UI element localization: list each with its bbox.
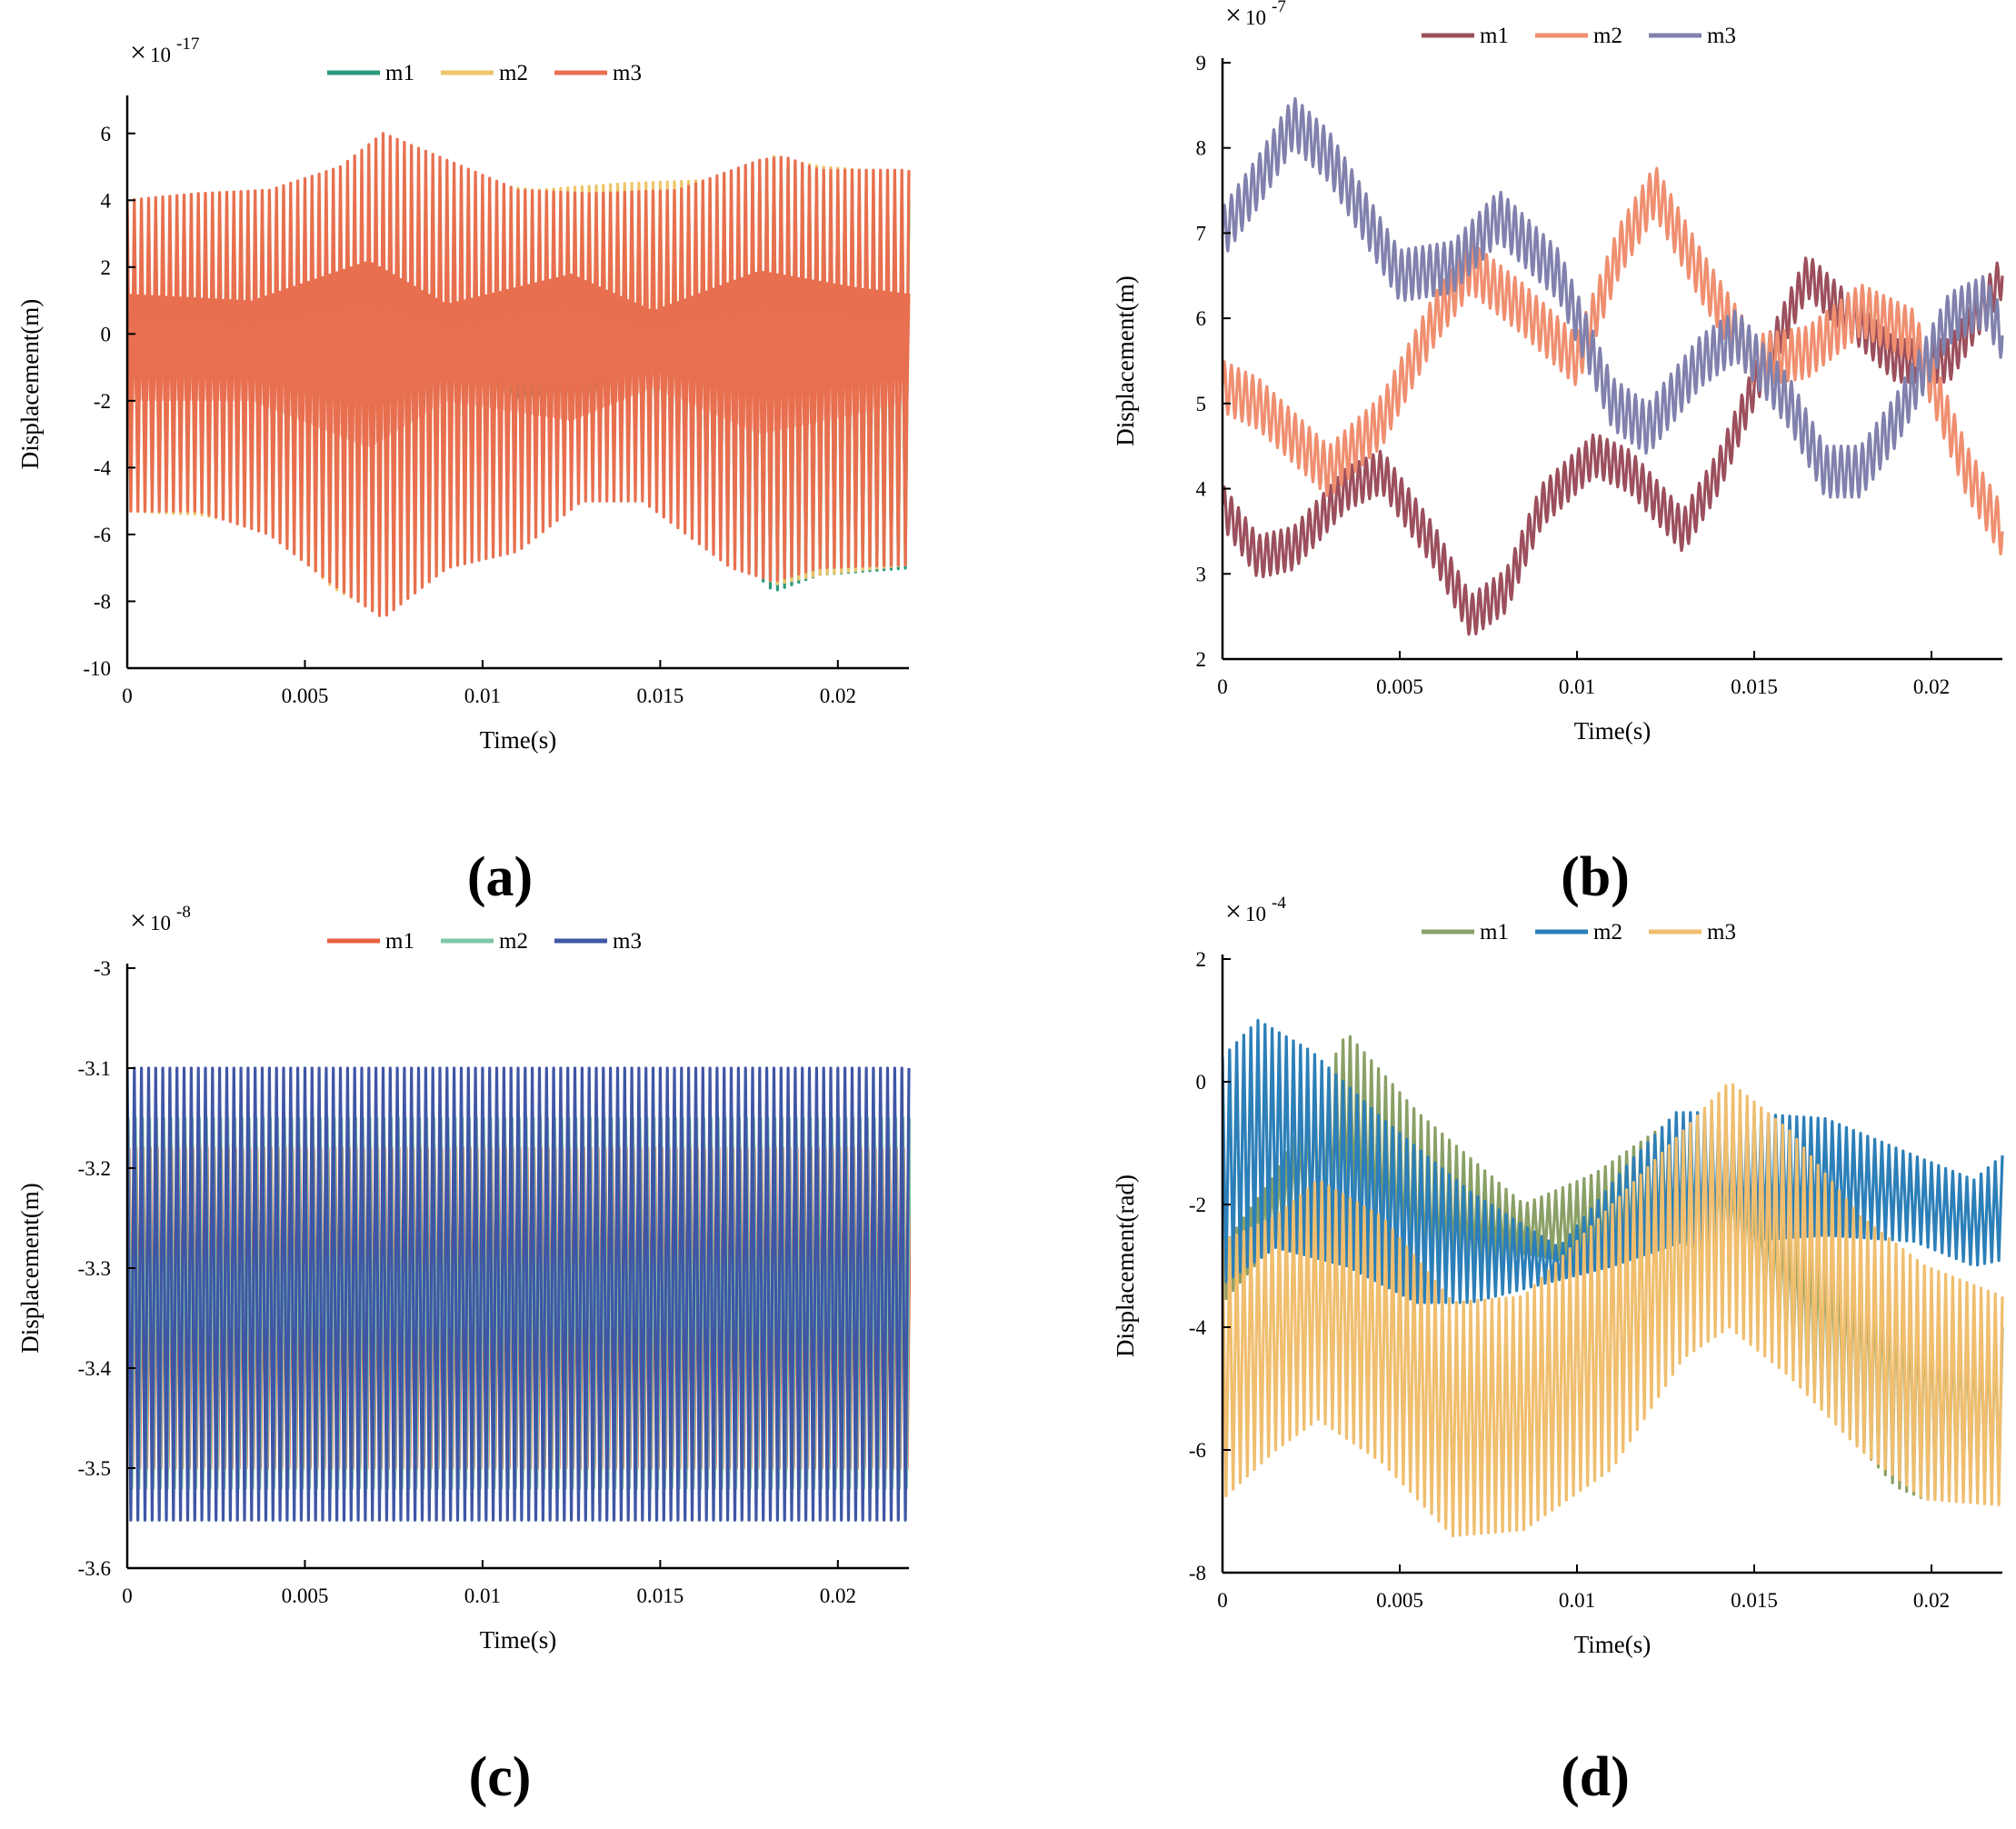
legend-label-m1: m1 [385,61,414,85]
x-axis-label: Time(s) [1574,717,1652,745]
y-tick-label: -2 [94,390,111,413]
y-tick-label: -3.3 [78,1257,111,1280]
y-tick-label: -6 [1189,1439,1206,1462]
legend-label-m3: m3 [1707,920,1736,944]
y-tick-label: 9 [1196,52,1207,75]
x-axis-label: Time(s) [480,1626,557,1654]
panel-label: (a) [467,846,533,908]
y-tick-label: -3.4 [78,1357,112,1380]
x-tick-label: 0 [1217,1589,1228,1612]
y-tick-label: -10 [83,657,111,680]
x-tick-label: 0.01 [464,685,501,707]
y-tick-label: 4 [101,189,112,212]
y-tick-label: -4 [94,456,112,479]
x-tick-label: 0.02 [820,1584,856,1607]
y-tick-label: 0 [101,323,112,345]
x-tick-label: 0.015 [1731,675,1778,698]
y-tick-label: -4 [1189,1316,1207,1339]
x-tick-label: 0.015 [636,1584,684,1607]
x-tick-label: 0.01 [464,1584,501,1607]
panel-label: (b) [1561,846,1630,908]
y-axis-label: Displacement(rad) [1112,1174,1139,1357]
series-line-m3 [1223,96,2004,499]
legend-label-m2: m2 [1593,920,1622,944]
panel-label: (c) [469,1746,532,1808]
y-tick-label: 2 [1196,648,1207,671]
y-tick-label: -8 [1189,1562,1206,1584]
exponent-label: × 10 -17 [130,35,199,68]
y-tick-label: 8 [1196,137,1207,160]
x-tick-label: 0.005 [282,685,329,707]
y-axis-label: Displacement(m) [1112,275,1139,445]
chart-panel-b: 0 0.005 0.01 0.015 0.02 2 3 4 5 6 7 8 9 × 10 -7 Time(s) D… [1112,0,2004,908]
y-axis-label: Displacement(m) [16,1183,44,1353]
y-tick-label: 4 [1196,478,1207,501]
x-axis-label: Time(s) [1574,1631,1652,1658]
x-tick-label: 0.005 [282,1584,329,1607]
legend-label-m3: m3 [613,929,642,954]
series-line-m3 [127,1066,911,1522]
plot-area [127,132,911,617]
legend-label-m2: m2 [499,929,528,954]
series-line-m3 [1223,1083,2004,1538]
exponent-label: × 10 -8 [130,903,191,936]
series-line-m1 [1223,256,2004,636]
y-tick-label: 0 [1196,1071,1207,1094]
y-tick-label: 7 [1196,222,1207,245]
series-line-m3 [127,132,911,617]
legend-label-m3: m3 [613,61,642,85]
chart-panel-c: 0 0.005 0.01 0.015 0.02 -3.6 -3.5 -3.4 -3.3 -3.2 -… [16,903,911,1808]
x-tick-label: 0 [1217,675,1228,698]
panel-label: (d) [1561,1746,1630,1808]
x-axis-label: Time(s) [480,726,557,754]
y-tick-label: -3.2 [78,1157,111,1180]
y-axis-label: Displacement(m) [16,299,44,469]
plot-area [127,1066,911,1522]
x-tick-label: 0.015 [636,685,684,707]
legend-label-m1: m1 [1480,920,1509,944]
y-tick-label: -2 [1189,1194,1206,1216]
x-tick-label: 0.02 [820,685,856,707]
x-tick-label: 0 [122,1584,133,1607]
x-tick-label: 0.005 [1376,1589,1423,1612]
series-line-m3-inner [127,260,911,447]
y-tick-label: -3.5 [78,1457,111,1480]
y-tick-label: 3 [1196,563,1207,585]
x-tick-label: 0.02 [1913,1589,1950,1612]
exponent-label: × 10 -7 [1225,0,1286,31]
y-tick-label: 6 [101,123,112,145]
series-line-m2 [1223,166,2004,555]
y-tick-label: -3.1 [78,1057,111,1080]
legend-label-m3: m3 [1707,24,1736,48]
chart-panel-d: 0 0.005 0.01 0.015 0.02 -8 -6 -4 -2 0 2 × 10 -4 Time(s… [1112,894,2004,1808]
y-tick-label: 2 [101,256,112,279]
legend-label-m1: m1 [385,929,414,954]
y-tick-label: -3 [94,957,111,980]
x-tick-label: 0.005 [1376,675,1423,698]
y-tick-label: -3.6 [78,1557,111,1580]
legend-label-m1: m1 [1480,24,1509,48]
y-tick-label: -8 [94,590,111,613]
x-tick-label: 0.01 [1559,675,1595,698]
x-tick-label: 0.02 [1913,675,1950,698]
series-line-m2 [1223,1018,2004,1304]
exponent-label: × 10 -4 [1225,894,1286,927]
x-tick-label: 0.01 [1559,1589,1595,1612]
legend-label-m2: m2 [1593,24,1622,48]
x-tick-label: 0.015 [1731,1589,1778,1612]
plot-area [1223,1018,2004,1538]
y-tick-label: 6 [1196,307,1207,330]
y-tick-label: -6 [94,524,111,546]
y-tick-label: 2 [1196,948,1207,971]
y-tick-label: 5 [1196,393,1207,415]
legend-label-m2: m2 [499,61,528,85]
chart-panel-a: 0 0.005 0.01 0.015 0.02 -10 -8 -6 -4 -2 0 2 4 6 × 10 -17… [16,35,911,908]
x-tick-label: 0 [122,685,133,707]
plot-area [1223,96,2004,636]
